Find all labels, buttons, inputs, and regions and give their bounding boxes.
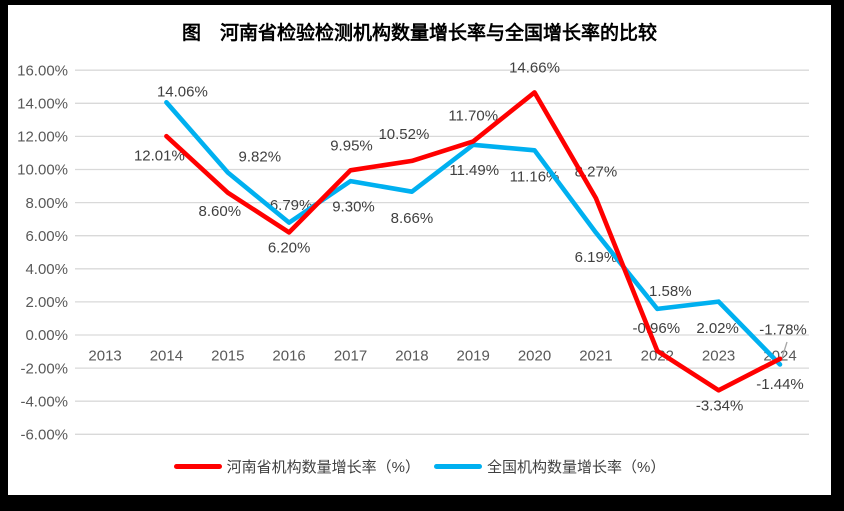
data-label: -1.44%	[756, 376, 804, 393]
data-label: -0.96%	[633, 320, 681, 337]
chart-title: 图 河南省检验检测机构数量增长率与全国增长率的比较	[181, 23, 657, 44]
y-axis-tick-label: 4.00%	[25, 261, 68, 278]
henan-series-swatch	[173, 464, 222, 469]
y-axis-tick-label: 0.00%	[25, 327, 68, 344]
data-label: 11.16%	[510, 169, 560, 186]
data-label: 2.02%	[696, 320, 739, 337]
data-label: 6.20%	[268, 240, 311, 257]
x-axis-tick-label: 2015	[211, 348, 244, 365]
data-label: 6.79%	[270, 197, 313, 214]
y-axis-tick-label: 12.00%	[17, 129, 68, 146]
henan-series-label: 河南省机构数量增长率（%）	[226, 459, 420, 476]
y-axis-tick-label: -2.00%	[20, 360, 68, 377]
y-axis-tick-label: -6.00%	[20, 427, 68, 444]
x-axis-tick-label: 2022	[641, 348, 674, 365]
data-label: 10.52%	[378, 126, 429, 143]
x-axis-tick-label: 2024	[763, 348, 796, 365]
legend: 河南省机构数量增长率（%） 全国机构数量增长率（%）	[8, 456, 831, 477]
data-label: 8.66%	[391, 210, 434, 227]
y-axis-tick-label: 10.00%	[17, 162, 68, 179]
national-series-swatch	[434, 464, 482, 469]
data-label: 12.01%	[134, 147, 185, 164]
data-label: -3.34%	[696, 398, 744, 415]
y-axis-tick-label: 2.00%	[25, 294, 68, 311]
data-label: 14.06%	[157, 84, 208, 101]
x-axis-tick-label: 2014	[150, 348, 183, 365]
legend-item-henan: 河南省机构数量增长率（%）	[173, 456, 420, 477]
data-label: 9.82%	[239, 149, 282, 166]
henan-series-line	[164, 90, 783, 393]
national-series-line	[164, 100, 783, 367]
y-axis-tick-label: 8.00%	[25, 195, 68, 212]
chart-frame: 图 河南省检验检测机构数量增长率与全国增长率的比较 河南省机构数量增长率（%） …	[8, 5, 831, 495]
data-label: 9.95%	[330, 138, 373, 155]
x-axis-tick-label: 2021	[579, 348, 612, 365]
data-label: 1.58%	[649, 283, 692, 300]
x-axis-tick-label: 2020	[518, 348, 551, 365]
x-axis-tick-label: 2019	[457, 348, 490, 365]
data-label: -1.78%	[759, 322, 807, 339]
legend-item-national: 全国机构数量增长率（%）	[434, 456, 665, 477]
x-axis-tick-label: 2017	[334, 348, 367, 365]
y-axis-tick-label: -4.00%	[20, 393, 68, 410]
national-series-label: 全国机构数量增长率（%）	[487, 459, 666, 476]
y-axis-tick-label: 6.00%	[25, 228, 68, 245]
y-axis-tick-label: 14.00%	[17, 96, 68, 113]
data-label: 6.19%	[575, 249, 618, 266]
y-axis-tick-label: 16.00%	[17, 62, 68, 79]
data-label: 8.60%	[199, 203, 242, 220]
x-axis-tick-label: 2013	[88, 348, 121, 365]
x-axis-tick-label: 2023	[702, 348, 735, 365]
data-label: 9.30%	[332, 198, 375, 215]
x-axis-tick-label: 2016	[272, 348, 305, 365]
data-label: 14.66%	[509, 60, 560, 77]
data-label: 11.70%	[448, 108, 498, 125]
data-label: 11.49%	[449, 162, 499, 179]
x-axis-tick-label: 2018	[395, 348, 428, 365]
